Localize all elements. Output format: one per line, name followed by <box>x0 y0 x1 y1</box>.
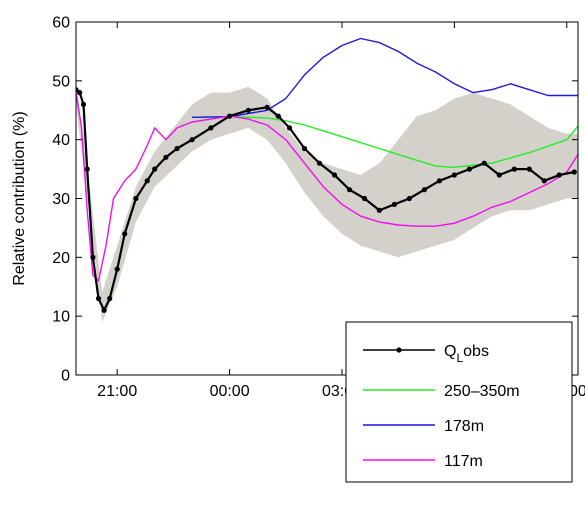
series-0-point <box>144 178 150 184</box>
y-tick-label: 0 <box>61 368 70 385</box>
series-0-point <box>163 154 169 160</box>
y-tick-label: 60 <box>52 15 70 32</box>
series-0-point <box>208 125 214 131</box>
series-0-point <box>114 266 120 272</box>
series-0-point <box>133 195 139 202</box>
x-tick-label: 00:00 <box>210 383 250 400</box>
series-0-point <box>101 307 107 313</box>
series-0-point <box>571 169 577 175</box>
series-0-point <box>526 166 532 172</box>
series-0-point <box>286 125 293 131</box>
series-0-point <box>77 90 83 96</box>
series-0-point <box>511 166 517 172</box>
series-0-point <box>174 145 180 152</box>
legend-box <box>345 321 573 483</box>
uncertainty-band <box>76 80 578 323</box>
series-0-point <box>107 295 113 302</box>
legend-label-1: 250–350m <box>444 383 520 400</box>
series-0-point <box>466 166 472 172</box>
series-0-point <box>227 113 233 119</box>
y-tick-label: 50 <box>52 73 70 90</box>
series-0-point <box>316 160 323 166</box>
series-0-point <box>152 166 158 172</box>
legend-label-3: 117m <box>444 453 483 470</box>
y-tick-label: 20 <box>52 250 70 267</box>
series-1-line <box>192 116 578 168</box>
series-0-point <box>481 160 487 166</box>
series-0-point <box>80 101 87 107</box>
series-0-point <box>84 166 90 172</box>
series-0-point <box>245 107 251 113</box>
series-0-point <box>189 137 195 143</box>
legend: QLobs 250–350m 178m 117m <box>345 321 573 483</box>
series-0-point <box>541 178 547 184</box>
plot-area <box>76 37 578 323</box>
series-0-point <box>122 231 128 237</box>
y-tick-label: 10 <box>52 309 70 326</box>
series-0-point <box>556 172 562 178</box>
series-0-point <box>496 172 502 178</box>
series-0-point <box>406 195 412 202</box>
series-3-line <box>76 92 578 282</box>
legend-marker-0 <box>396 347 402 353</box>
series-0-point <box>421 187 427 193</box>
series-0-point <box>301 145 308 152</box>
series-0-point <box>90 254 96 260</box>
series-2-line <box>192 37 578 118</box>
legend-label-2: 178m <box>444 418 484 435</box>
y-tick-label: 30 <box>52 191 70 208</box>
series-0-point <box>391 201 397 207</box>
legend-label-0: QLobs <box>444 343 489 365</box>
series-0-point <box>376 207 382 213</box>
series-0-point <box>451 172 457 178</box>
x-tick-label: 21:00 <box>97 383 137 400</box>
y-tick-label: 40 <box>52 132 70 149</box>
series-0-point <box>95 295 102 302</box>
series-0-point <box>436 178 442 184</box>
series-0-point <box>264 104 270 110</box>
series-layer <box>76 37 578 313</box>
series-0-point <box>346 187 353 193</box>
series-0-point <box>331 172 338 178</box>
series-0-point <box>275 113 281 119</box>
y-axis-label: Relative contribution (%) <box>11 111 28 285</box>
series-0-point <box>361 195 368 202</box>
